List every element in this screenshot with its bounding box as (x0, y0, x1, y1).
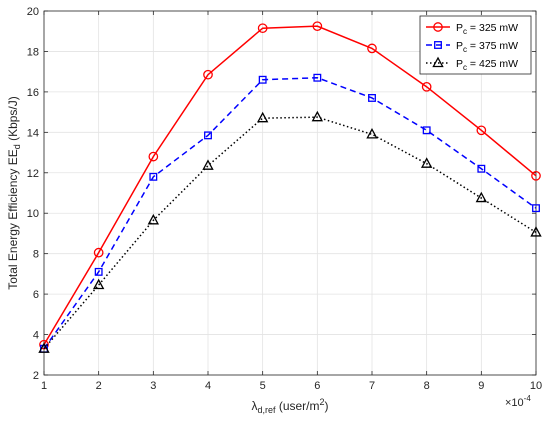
legend-label-rest: = 425 mW (467, 58, 518, 70)
series-line (43, 25, 537, 346)
series-line (43, 116, 537, 350)
data-point (256, 111, 269, 123)
legend-label-main: P (456, 58, 463, 70)
data-point (147, 213, 160, 225)
y-tick-label: 2 (33, 370, 39, 382)
series-1 (39, 21, 541, 350)
data-point (368, 94, 376, 102)
x-tick-label: 1 (41, 380, 47, 392)
legend-marker (433, 22, 443, 32)
y-tick-label: 16 (27, 87, 39, 99)
x-tick-label: 10 (530, 380, 542, 392)
legend-label-main: P (456, 40, 463, 52)
series-3 (38, 110, 542, 353)
data-point (477, 164, 486, 173)
legend-item: Pc = 425 mW (426, 56, 518, 72)
x-tick-label: 2 (96, 380, 102, 392)
data-point (149, 172, 158, 181)
x-label-subscript: d,ref (257, 405, 276, 415)
legend-item: Pc = 375 mW (426, 40, 518, 54)
legend-label: Pc = 375 mW (456, 40, 518, 54)
y-label-subscript: d (12, 144, 22, 149)
data-point (38, 342, 50, 353)
data-point (148, 151, 159, 162)
series-line (43, 76, 537, 350)
data-point (366, 127, 378, 139)
x-label-symbol: λ (251, 399, 257, 413)
legend-label: Pc = 425 mW (456, 58, 518, 72)
data-point (420, 157, 433, 168)
x-axis-label: λd,ref (user/m2) (251, 397, 328, 415)
data-point (530, 226, 542, 237)
y-axis-ticks: 2 4 6 8 10 12 14 16 18 20 (27, 6, 536, 382)
data-point (257, 23, 268, 34)
x-tick-label: 4 (205, 380, 211, 392)
legend-label-rest: = 375 mW (467, 40, 518, 52)
legend-label: Pc = 325 mW (456, 22, 518, 36)
y-tick-label: 14 (27, 127, 39, 139)
x-multiplier-exp: -4 (524, 394, 532, 403)
x-label-unit-suffix: ) (325, 399, 329, 413)
data-point (532, 204, 540, 213)
legend-label-sub: c (463, 63, 467, 72)
legend-label-rest: = 325 mW (467, 22, 518, 34)
data-point (476, 125, 487, 136)
y-tick-label: 6 (33, 289, 39, 301)
x-axis-ticks: 1 2 3 4 5 6 7 8 9 10 (41, 11, 542, 392)
data-point (93, 247, 104, 258)
y-tick-label: 10 (27, 208, 39, 220)
data-point (422, 126, 431, 135)
legend-item: Pc = 325 mW (426, 22, 518, 36)
y-tick-label: 12 (27, 168, 39, 180)
series-group (38, 21, 542, 353)
data-point (421, 81, 432, 92)
y-tick-label: 8 (33, 249, 39, 261)
y-label-prefix: Total Energy Efficiency EE (6, 149, 20, 290)
data-point (312, 21, 323, 32)
x-tick-label: 3 (150, 380, 156, 392)
x-label-unit-sup: 2 (320, 397, 325, 407)
y-axis-label: Total Energy Efficiency EEd (Kbps/J) (6, 96, 22, 290)
data-point (203, 69, 213, 80)
y-tick-label: 20 (27, 6, 39, 18)
data-point (311, 110, 324, 122)
data-point (39, 339, 49, 350)
x-tick-label: 5 (260, 380, 266, 392)
series-2 (40, 73, 540, 353)
x-tick-label: 7 (369, 380, 375, 392)
legend-marker (434, 41, 442, 49)
x-tick-label: 8 (424, 380, 430, 392)
data-point (202, 159, 214, 170)
data-point (258, 75, 267, 84)
y-label-suffix: (Kbps/J) (6, 96, 20, 144)
legend-label-sub: c (463, 45, 467, 54)
data-point (367, 43, 377, 54)
y-tick-label: 18 (27, 46, 39, 58)
plot-area (43, 10, 537, 376)
x-multiplier-base: ×10 (505, 397, 524, 409)
x-axis-multiplier: ×10-4 (505, 394, 531, 409)
data-point (313, 73, 322, 82)
data-point (94, 267, 103, 276)
x-label-unit-prefix: (user/m (275, 399, 319, 413)
legend-marker (432, 56, 444, 68)
x-tick-label: 6 (314, 380, 320, 392)
data-point (475, 191, 488, 203)
y-tick-label: 4 (33, 330, 39, 342)
data-point (204, 131, 212, 140)
data-point (531, 170, 541, 181)
data-point (92, 278, 105, 290)
legend-label-sub: c (463, 27, 467, 36)
x-tick-label: 9 (478, 380, 484, 392)
legend-label-main: P (456, 22, 463, 34)
